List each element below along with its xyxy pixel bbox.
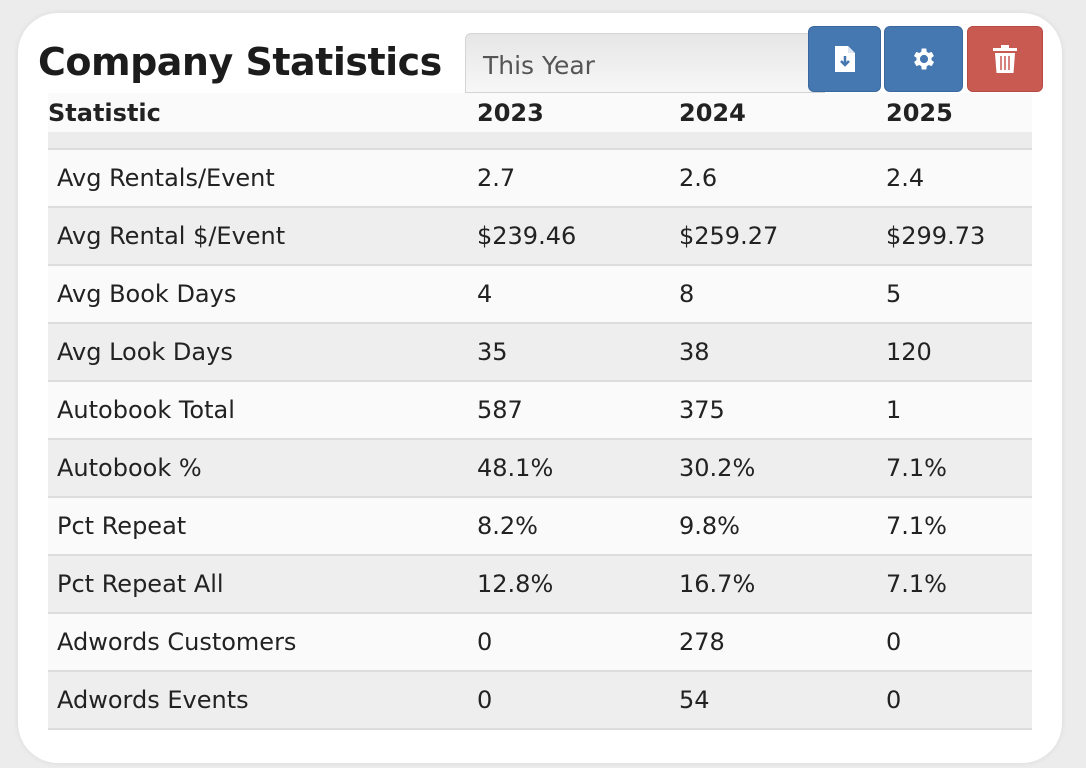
- statistic-value: 0: [477, 671, 679, 730]
- table-row: Avg Rental $/Event $239.46 $259.27 $299.73: [48, 207, 1032, 266]
- statistic-value: 0: [886, 613, 1032, 672]
- statistic-value: 2.6: [679, 149, 886, 208]
- date-range-select[interactable]: This Year: [465, 33, 825, 93]
- statistic-name: Adwords Events: [48, 671, 477, 730]
- statistic-value: $259.27: [679, 207, 886, 266]
- table-row: Adwords Events 0 54 0: [48, 671, 1032, 730]
- settings-button[interactable]: [884, 26, 963, 92]
- page-title: Company Statistics: [38, 40, 442, 84]
- table-row: Autobook % 48.1% 30.2% 7.1%: [48, 439, 1032, 498]
- statistic-value: 30.2%: [679, 439, 886, 498]
- table-row: Adwords Customers 0 278 0: [48, 613, 1032, 672]
- statistic-value: 1: [886, 381, 1032, 440]
- statistic-value: 35: [477, 323, 679, 382]
- column-header[interactable]: 2023: [477, 93, 679, 132]
- statistic-value: 7.1%: [886, 555, 1032, 614]
- statistic-value: 9.8%: [679, 497, 886, 556]
- statistic-value: 54: [679, 671, 886, 730]
- trash-icon: [993, 45, 1017, 73]
- statistic-value: 7.1%: [886, 497, 1032, 556]
- statistic-value: $299.73: [886, 207, 1032, 266]
- column-header[interactable]: 2025: [886, 93, 1032, 132]
- statistic-value: 587: [477, 381, 679, 440]
- statistic-name: Avg Book Days: [48, 265, 477, 324]
- statistic-name: Pct Repeat: [48, 497, 477, 556]
- table-row: Avg Book Days 4 8 5: [48, 265, 1032, 324]
- table-row: Avg Rentals/Event 2.7 2.6 2.4: [48, 149, 1032, 208]
- statistic-value: 120: [886, 323, 1032, 382]
- statistic-name: Avg Rental $/Event: [48, 207, 477, 266]
- statistic-value: $239.46: [477, 207, 679, 266]
- statistic-value: 4: [477, 265, 679, 324]
- table-row: Pct Repeat 8.2% 9.8% 7.1%: [48, 497, 1032, 556]
- delete-button[interactable]: [967, 26, 1043, 92]
- statistic-value: 48.1%: [477, 439, 679, 498]
- table-row: Autobook Total 587 375 1: [48, 381, 1032, 440]
- statistic-value: 38: [679, 323, 886, 382]
- table-row: Pct Repeat All 12.8% 16.7% 7.1%: [48, 555, 1032, 614]
- statistic-value: 375: [679, 381, 886, 440]
- statistic-value: 7.1%: [886, 439, 1032, 498]
- statistic-name: Avg Look Days: [48, 323, 477, 382]
- statistic-value: 0: [477, 613, 679, 672]
- statistic-value: 2.4: [886, 149, 1032, 208]
- statistics-table: Statistic 2023 2024 2025 Avg Rentals/Event 2…: [48, 93, 1032, 730]
- statistic-value: 278: [679, 613, 886, 672]
- statistic-value: 8.2%: [477, 497, 679, 556]
- gear-icon: [913, 48, 934, 70]
- statistic-value: 16.7%: [679, 555, 886, 614]
- statistic-value: 5: [886, 265, 1032, 324]
- download-file-icon: [834, 46, 855, 72]
- header-spacer: [48, 132, 1032, 150]
- download-button[interactable]: [808, 26, 881, 92]
- statistic-value: 2.7: [477, 149, 679, 208]
- table-header-row: Statistic 2023 2024 2025: [48, 93, 1032, 132]
- table-row: Avg Look Days 35 38 120: [48, 323, 1032, 382]
- statistic-name: Adwords Customers: [48, 613, 477, 672]
- statistic-name: Pct Repeat All: [48, 555, 477, 614]
- statistic-name: Avg Rentals/Event: [48, 149, 477, 208]
- statistic-value: 8: [679, 265, 886, 324]
- statistic-name: Autobook Total: [48, 381, 477, 440]
- statistic-value: 12.8%: [477, 555, 679, 614]
- statistic-name: Autobook %: [48, 439, 477, 498]
- statistic-value: 0: [886, 671, 1032, 730]
- column-header[interactable]: Statistic: [48, 93, 477, 132]
- column-header[interactable]: 2024: [679, 93, 886, 132]
